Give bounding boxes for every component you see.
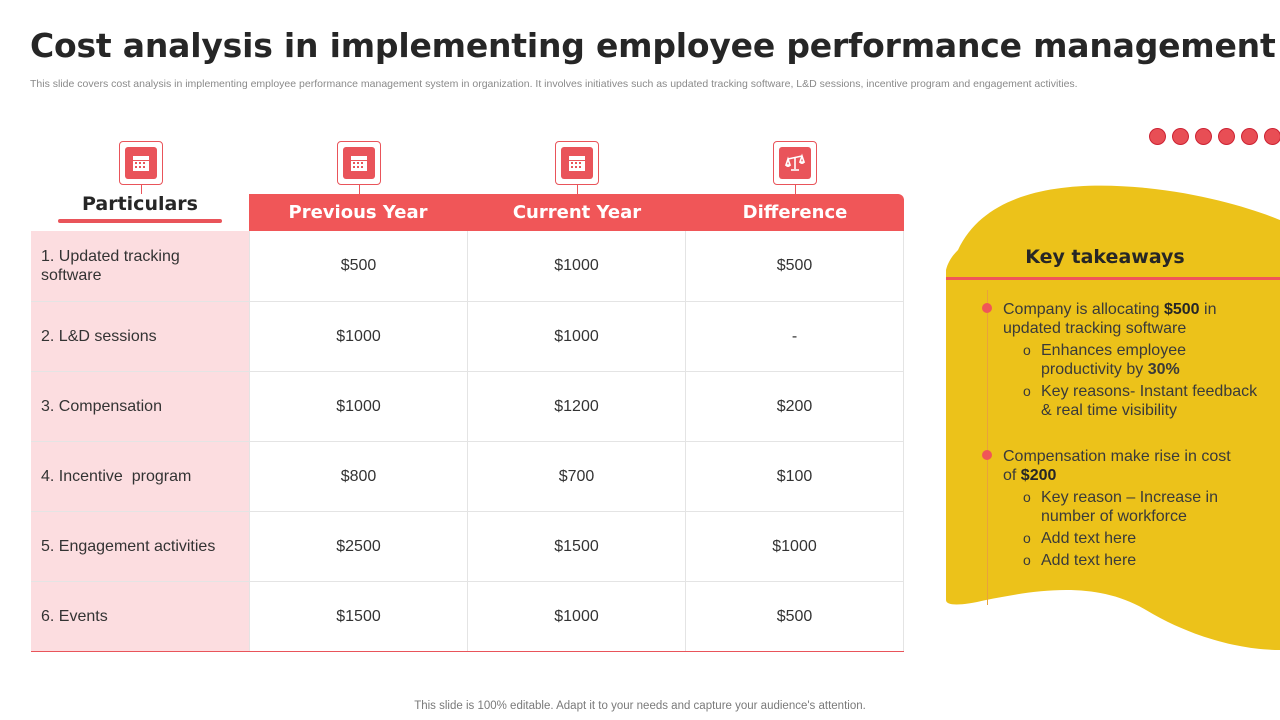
previous-year-value: $1500 [249,582,467,651]
table-row: 5. Engagement activities $2500 $1500 $10… [31,511,904,581]
bullet-dot [982,450,992,460]
previous-year-value: $500 [249,231,467,301]
previous-year-value: $2500 [249,512,467,581]
current-year-value: $700 [467,442,685,511]
previous-year-value: $1000 [249,372,467,441]
row-label: 3. Compensation [31,372,249,441]
page-subtitle: This slide covers cost analysis in imple… [30,78,1078,90]
difference-value: $1000 [685,512,904,581]
bullet-dot [982,303,992,313]
row-label: 1. Updated tracking software [31,231,249,301]
header-previous-year: Previous Year [288,202,428,223]
table-row: 4. Incentive program $800 $700 $100 [31,441,904,511]
particulars-underline [58,219,222,223]
particulars-calendar-icon [119,141,163,194]
difference-value: $200 [685,372,904,441]
table-row: 3. Compensation $1000 $1200 $200 [31,371,904,441]
takeaway-subpoint: o Key reason – Increase in number of work… [1023,489,1218,525]
dot [1242,129,1257,144]
row-label: 5. Engagement activities [31,512,249,581]
decorative-dots [1150,129,1280,144]
table-row: 6. Events $1500 $1000 $500 [31,581,904,651]
row-label: 4. Incentive program [31,442,249,511]
takeaway-point-2: Compensation make rise in cost of $200 [1003,448,1231,484]
previous-year-calendar-icon [337,141,381,194]
takeaways-connector-line [987,290,988,605]
dot [1196,129,1211,144]
difference-scale-icon [773,141,817,194]
takeaway-subpoint: o Add text here [1023,530,1137,547]
current-year-value: $1500 [467,512,685,581]
difference-value: $500 [685,231,904,301]
key-takeaways-panel [946,180,1280,650]
previous-year-value: $800 [249,442,467,511]
takeaway-subpoint: o Enhances employee productivity by 30% [1023,342,1186,378]
header-difference: Difference [742,202,848,223]
difference-value: $100 [685,442,904,511]
current-year-value: $1200 [467,372,685,441]
difference-value: $500 [685,582,904,651]
table-row: 1. Updated tracking software $500 $1000 … [31,231,904,301]
row-label: 6. Events [31,582,249,651]
dot [1265,129,1280,144]
dot [1219,129,1234,144]
footer-note: This slide is 100% editable. Adapt it to… [414,700,866,712]
header-current-year: Current Year [512,202,642,223]
row-label: 2. L&D sessions [31,302,249,371]
previous-year-value: $1000 [249,302,467,371]
takeaway-point-1: Company is allocating $500 in updated tr… [1003,301,1217,337]
table-header-bar [249,194,904,231]
key-takeaways-divider [946,277,1280,280]
table-row: 2. L&D sessions $1000 $1000 - [31,301,904,371]
page-title: Cost analysis in implementing employee p… [30,26,1276,65]
current-year-calendar-icon [555,141,599,194]
dot [1150,129,1165,144]
particulars-header: Particulars [81,193,198,215]
cost-table: 1. Updated tracking software $500 $1000 … [31,231,904,652]
difference-value: - [685,302,904,371]
takeaway-subpoint: o Key reasons- Instant feedback & real ti… [1023,383,1258,419]
current-year-value: $1000 [467,231,685,301]
current-year-value: $1000 [467,302,685,371]
dot [1173,129,1188,144]
current-year-value: $1000 [467,582,685,651]
key-takeaways-title: Key takeaways [1025,246,1185,268]
takeaway-subpoint: o Add text here [1023,552,1137,569]
